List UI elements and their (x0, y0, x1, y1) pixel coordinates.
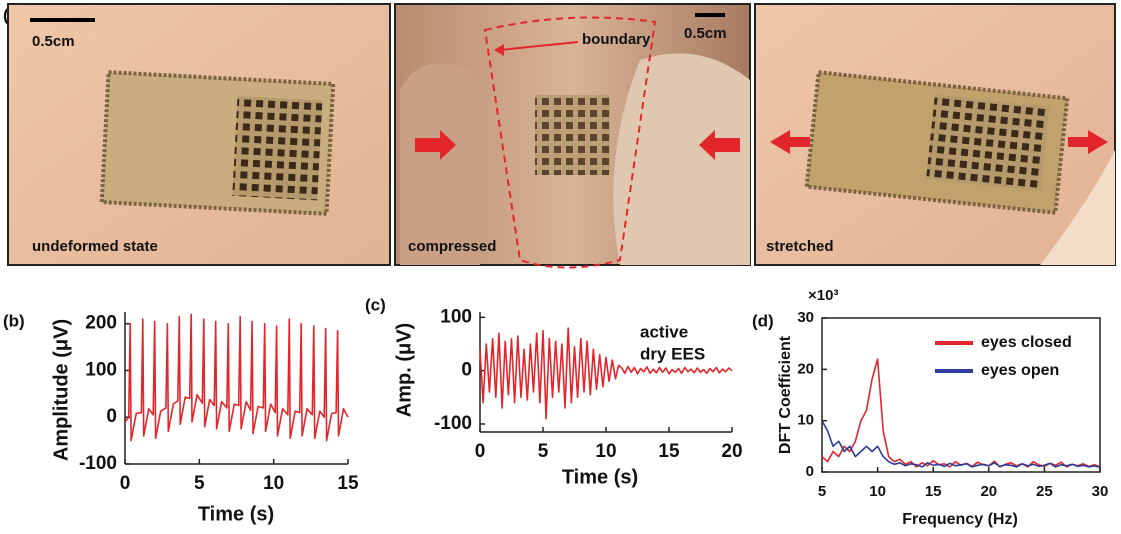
series-line (479, 327, 733, 420)
y-tick-label: 20 (797, 360, 814, 377)
x-tick-label: 15 (658, 441, 680, 462)
legend-label: eyes open (981, 362, 1059, 379)
y-tick-label: -100 (434, 413, 472, 434)
photo-label: stretched (766, 238, 834, 255)
x-tick-label: 30 (1092, 483, 1109, 500)
x-tick-label: 5 (194, 473, 205, 494)
photo-undeformed: 0.5cm undeformed state (7, 3, 391, 266)
annotation: active (640, 322, 688, 341)
scale-bar-label: 0.5cm (684, 25, 727, 42)
x-tick-label: 0 (120, 473, 131, 494)
y-tick-label: 10 (797, 412, 814, 429)
panel-label: (c) (365, 295, 386, 314)
x-tick-label: 15 (925, 483, 942, 500)
x-tick-label: 10 (869, 483, 886, 500)
y-tick-label: 100 (85, 359, 117, 380)
y-axis-title: Amplitude (μV) (50, 319, 72, 461)
x-tick-label: 5 (538, 441, 549, 462)
x-tick-label: 10 (595, 441, 616, 462)
y-tick-label: 0 (106, 406, 117, 427)
x-tick-label: 25 (1036, 483, 1053, 500)
y-multiplier: ×10³ (808, 287, 838, 304)
boundary-label: boundary (582, 31, 651, 48)
y-axis-title: Amp. (μV) (393, 323, 415, 417)
photo-stretched: stretched (754, 3, 1116, 266)
scale-bar-label: 0.5cm (32, 33, 75, 50)
y-tick-label: 0 (806, 463, 814, 480)
photo-compressed: boundary 0.5cm compressed (394, 3, 751, 269)
x-tick-label: 20 (721, 441, 742, 462)
y-tick-label: 100 (440, 306, 472, 327)
x-axis-title: Time (s) (562, 466, 638, 488)
y-tick-label: 30 (797, 309, 814, 326)
plot-frame (821, 317, 1101, 473)
x-axis-title: Frequency (Hz) (902, 511, 1018, 528)
x-tick-label: 10 (263, 473, 284, 494)
y-tick-label: 200 (85, 313, 117, 334)
photo-label: undeformed state (32, 238, 158, 255)
y-axis-title: DFT Coefficient (777, 335, 794, 454)
y-tick-label: -100 (79, 453, 117, 474)
x-tick-label: 20 (980, 483, 997, 500)
x-tick-label: 15 (337, 473, 359, 494)
legend-label: eyes closed (981, 334, 1072, 351)
panel-label: (b) (3, 311, 25, 330)
series-line (821, 420, 1101, 469)
series-line (124, 313, 349, 442)
panel-label: (d) (752, 311, 774, 330)
x-tick-label: 0 (475, 441, 486, 462)
x-axis-title: Time (s) (198, 503, 274, 525)
photo-label: compressed (408, 238, 496, 255)
x-tick-label: 5 (818, 483, 826, 500)
annotation: dry EES (640, 344, 705, 363)
y-tick-label: 0 (461, 360, 472, 381)
